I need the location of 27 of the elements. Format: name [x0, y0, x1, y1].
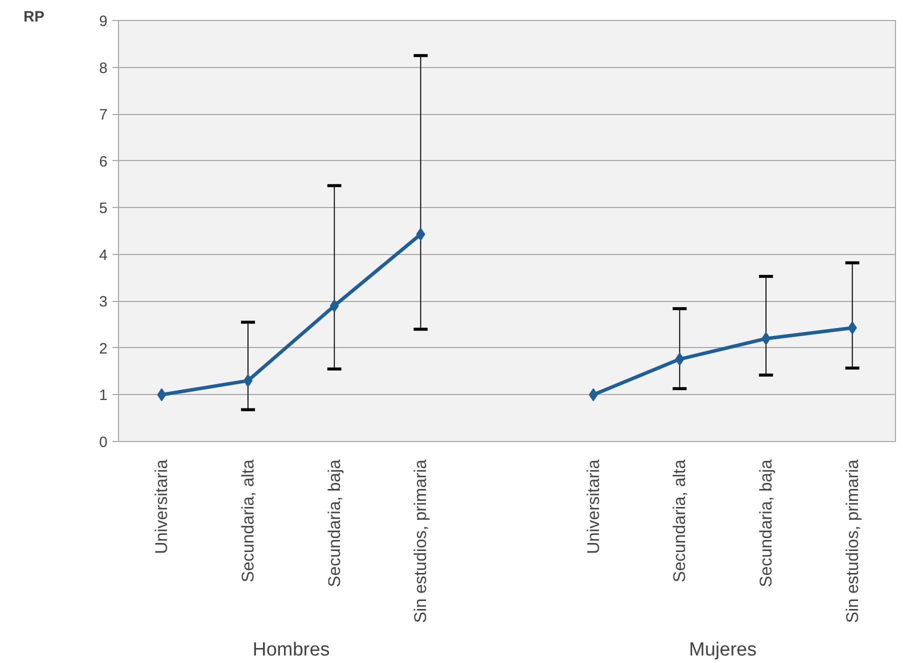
- point: [157, 388, 166, 402]
- y-tick-label: 7: [99, 106, 108, 124]
- point: [416, 228, 426, 241]
- point: [675, 352, 684, 366]
- point: [848, 321, 857, 334]
- y-tick-label: 2: [99, 340, 108, 358]
- text: Mujeres: [689, 640, 757, 660]
- y-axis-title: RP: [24, 8, 44, 26]
- y-tick-label: 6: [99, 153, 108, 170]
- x-tick-label: Secundaria, alta: [238, 458, 258, 582]
- y-tick-label: 5: [99, 200, 108, 218]
- y-tick-label: 9: [99, 13, 108, 30]
- x-tick-label: Secundaria, baja: [324, 458, 344, 588]
- x-tick-label: Universitaria: [584, 458, 603, 554]
- x-tick-label: Secundaria, baja: [756, 458, 776, 588]
- x-tick-label: Universitaria: [152, 458, 172, 554]
- x-tick-label: Sin estudios, primaria: [411, 458, 430, 623]
- y-tick-label: 0: [99, 434, 108, 451]
- x-tick-label: Secundaria, alta: [670, 458, 690, 582]
- y-tick-label: 3: [99, 294, 108, 311]
- x-tick-label: Sin estudios, primaria: [842, 458, 862, 623]
- y-tick-label: 4: [99, 246, 108, 264]
- point: [588, 388, 598, 402]
- y-tick-label: 8: [99, 60, 108, 77]
- point: [330, 299, 339, 312]
- y-tick-label: 1: [99, 387, 108, 404]
- text: Hombres: [252, 640, 330, 660]
